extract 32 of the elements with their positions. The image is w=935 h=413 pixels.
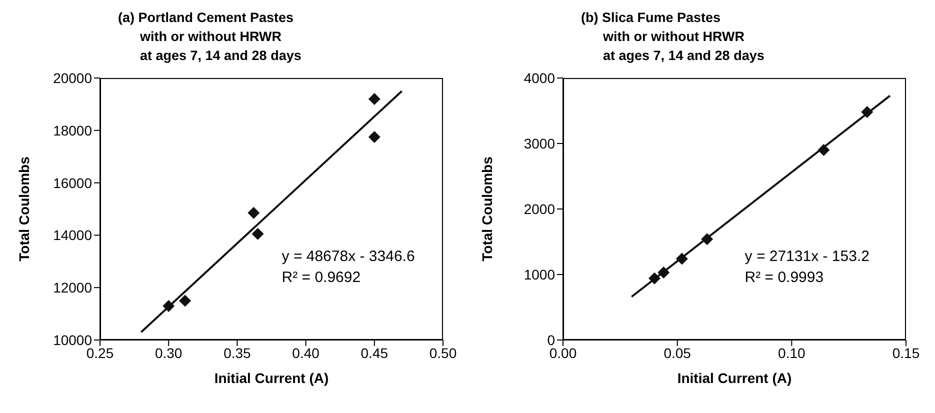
x-tick-label: 0.05 — [664, 344, 692, 361]
annotation: y = 27131x - 153.2 — [744, 246, 870, 267]
y-tick-label: 18000 — [53, 122, 92, 138]
y-tick-label: 1000 — [524, 266, 556, 282]
y-axis-title: Total Coulombs — [16, 156, 32, 262]
y-tick-label: 2000 — [524, 200, 556, 217]
x-tick-label: 0.30 — [154, 344, 182, 361]
y-tick-label: 4000 — [524, 70, 556, 86]
point — [248, 206, 260, 219]
point — [179, 294, 192, 307]
y-tick-label: 14000 — [53, 227, 92, 244]
point — [368, 92, 380, 105]
chart-title: (b) Slica Fume Pastes with or without HRWR at ages 7, 14 and 28 days — [581, 9, 766, 65]
y-axis-title: Total Coulombs — [478, 156, 495, 262]
point — [252, 228, 264, 240]
annotation: R² = 0.9993 — [744, 268, 825, 288]
y-tick-label: 12000 — [53, 280, 92, 296]
point — [368, 130, 380, 143]
x-tick-label: 0.50 — [429, 344, 457, 361]
y-tick-label: 3000 — [524, 135, 556, 152]
x-tick-label: 0.35 — [224, 344, 252, 361]
x-axis-title: Initial Current (A) — [677, 370, 792, 386]
annotation: y = 48678x - 3346.6 — [282, 246, 415, 267]
x-tick-label: 0.10 — [778, 344, 806, 361]
x-tick-label: 0.45 — [360, 344, 388, 361]
x-tick-label: 0.40 — [292, 344, 320, 361]
x-tick-label: 0.15 — [892, 344, 920, 361]
chart-title: (a) Portland Cement Pastes with or without HRWR at ages 7, 14 and 28 days — [118, 9, 302, 65]
y-tick-label: 20000 — [53, 70, 92, 86]
annotation: R² = 0.9692 — [282, 268, 362, 288]
x-axis-title: Initial Current (A) — [214, 370, 329, 386]
y-tick-label: 16000 — [53, 174, 92, 191]
